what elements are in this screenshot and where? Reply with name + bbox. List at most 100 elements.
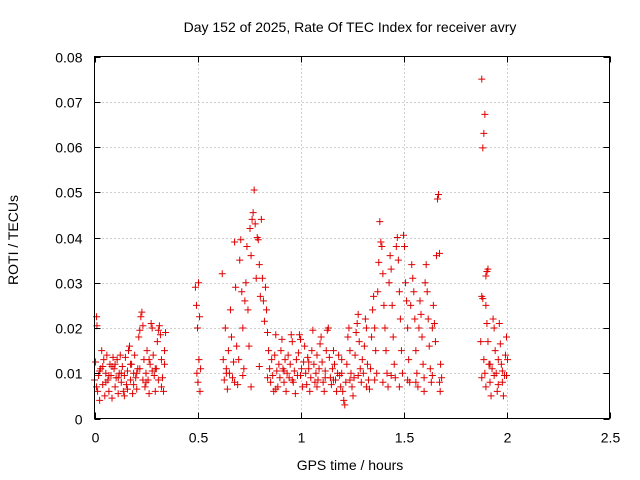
data-point [120, 392, 128, 400]
data-point [230, 358, 238, 366]
data-point [328, 365, 336, 373]
data-point [226, 306, 234, 314]
data-point [154, 326, 162, 334]
data-point [122, 381, 130, 389]
data-point [245, 342, 253, 350]
data-point [490, 324, 498, 332]
data-point [295, 331, 303, 339]
y-tick-label: 0.04 [55, 231, 82, 247]
data-point [391, 374, 399, 382]
data-point [127, 376, 135, 384]
data-point [390, 360, 398, 368]
data-point [265, 347, 273, 355]
data-point [339, 387, 347, 395]
data-point [160, 387, 168, 395]
data-point [157, 356, 165, 364]
data-point [316, 340, 324, 348]
data-point [412, 347, 420, 355]
data-point [244, 306, 252, 314]
data-point [411, 315, 419, 323]
data-point [148, 367, 156, 375]
data-point [142, 369, 150, 377]
data-point [364, 376, 372, 384]
data-point [114, 390, 122, 398]
data-point [479, 144, 487, 152]
data-point [318, 358, 326, 366]
data-point [340, 396, 348, 404]
data-point [264, 374, 272, 382]
data-point [392, 243, 400, 251]
data-point [119, 387, 127, 395]
data-point [256, 292, 264, 300]
data-point [196, 313, 204, 321]
data-point [503, 333, 510, 341]
data-point [397, 347, 405, 355]
data-point [489, 315, 497, 323]
data-point [335, 351, 343, 359]
data-point [480, 129, 488, 137]
data-point [129, 390, 137, 398]
data-point [395, 288, 403, 296]
data-point [102, 378, 110, 386]
data-point [381, 324, 389, 332]
data-point [221, 324, 229, 332]
data-point [497, 360, 505, 368]
data-point [131, 351, 139, 359]
data-point [498, 378, 506, 386]
data-point [243, 243, 251, 251]
data-point [410, 288, 418, 296]
data-point [342, 378, 350, 386]
data-point [156, 331, 164, 339]
data-point [101, 392, 109, 400]
y-tick-label: 0 [75, 412, 83, 428]
data-point [486, 360, 494, 368]
data-point [358, 356, 366, 364]
data-point [327, 381, 335, 389]
data-point [124, 347, 132, 355]
data-point [126, 342, 134, 350]
data-point [229, 374, 237, 382]
data-point [382, 347, 390, 355]
data-point [236, 256, 244, 264]
data-point [260, 317, 268, 325]
data-point [431, 338, 439, 346]
data-point [494, 381, 502, 389]
data-point [333, 387, 341, 395]
data-point [354, 372, 362, 380]
data-point [405, 356, 413, 364]
data-point [321, 374, 329, 382]
data-point [413, 369, 421, 377]
data-point [374, 288, 382, 296]
data-point [356, 365, 364, 373]
data-point [429, 301, 437, 309]
data-point [100, 356, 108, 364]
data-point [231, 238, 239, 246]
data-point [494, 356, 502, 364]
data-point [404, 324, 412, 332]
data-point [347, 369, 355, 377]
data-point [291, 390, 299, 398]
data-point [304, 353, 312, 361]
data-point [491, 347, 499, 355]
x-tick-label: 0 [92, 430, 100, 446]
data-point [313, 383, 321, 391]
data-point [288, 338, 296, 346]
data-point [370, 292, 378, 300]
data-point [232, 283, 240, 291]
data-point [344, 333, 352, 341]
data-point [349, 392, 357, 400]
data-point [375, 258, 383, 266]
data-point [380, 301, 388, 309]
grid-lines [94, 56, 610, 419]
data-point [103, 351, 111, 359]
data-point [303, 381, 311, 389]
data-point [269, 372, 277, 380]
data-point [421, 279, 429, 287]
data-point [254, 236, 262, 244]
data-point [373, 369, 381, 377]
data-point [493, 387, 501, 395]
data-point [297, 335, 304, 343]
data-points [91, 75, 512, 409]
data-point [401, 243, 409, 251]
